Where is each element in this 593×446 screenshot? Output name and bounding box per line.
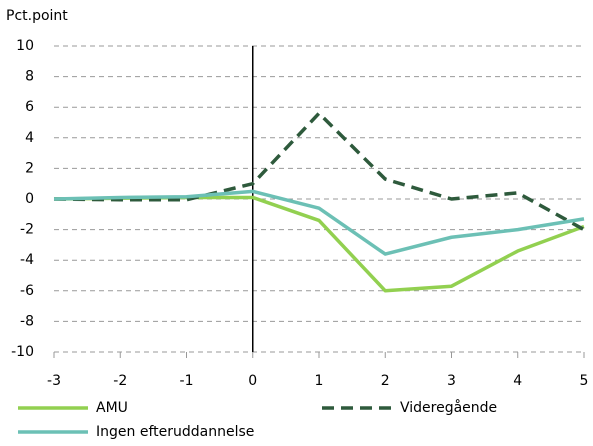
x-tick-label: -3 bbox=[47, 373, 61, 389]
x-tick-label: 5 bbox=[580, 373, 589, 389]
series-line bbox=[53, 195, 585, 293]
series-line bbox=[53, 189, 585, 256]
x-tick-label: 1 bbox=[315, 373, 324, 389]
x-tick-label: 2 bbox=[381, 373, 390, 389]
y-tick-label: 0 bbox=[25, 191, 34, 207]
y-tick-label: 4 bbox=[25, 130, 34, 146]
y-axis-label: Pct.point bbox=[6, 8, 68, 24]
y-tick-label: -4 bbox=[20, 252, 34, 268]
y-tick-label: 10 bbox=[16, 38, 34, 54]
x-tick-label: 0 bbox=[248, 373, 257, 389]
legend-label: AMU bbox=[96, 400, 128, 416]
y-tick-label: -6 bbox=[20, 283, 34, 299]
legend-label: Ingen efteruddannelse bbox=[96, 424, 254, 440]
x-tick-label: -2 bbox=[113, 373, 127, 389]
x-tick-label: 4 bbox=[513, 373, 522, 389]
x-tick-label: 3 bbox=[447, 373, 456, 389]
y-tick-label: -2 bbox=[20, 222, 34, 238]
y-tick-label: -10 bbox=[11, 344, 34, 360]
y-tick-label: -8 bbox=[20, 313, 34, 329]
x-tick-label: -1 bbox=[180, 373, 194, 389]
legend-label: Videregående bbox=[400, 399, 497, 416]
y-tick-label: 2 bbox=[25, 160, 34, 176]
y-tick-label: 6 bbox=[25, 99, 34, 115]
series-line bbox=[53, 111, 585, 232]
y-tick-label: 8 bbox=[25, 69, 34, 85]
